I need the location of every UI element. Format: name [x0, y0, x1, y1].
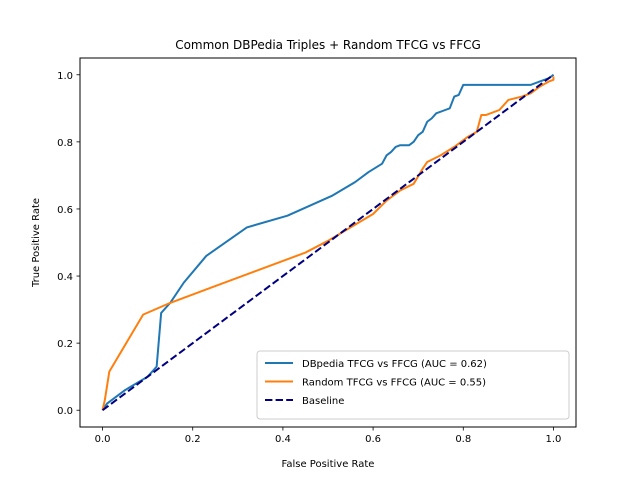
- plot-area: [101, 73, 555, 412]
- x-tick-label: 1.0: [546, 434, 562, 445]
- y-tick-label: 0.2: [57, 339, 73, 350]
- series-line-2: [101, 73, 555, 412]
- x-axis-label: False Positive Rate: [282, 459, 375, 470]
- x-tick-label: 0.6: [365, 434, 381, 445]
- axes-frame: [79, 57, 577, 428]
- legend-label-1: Random TFCG vs FFCG (AUC = 0.55): [302, 378, 486, 389]
- x-tick-label: 0.2: [185, 434, 201, 445]
- chart-title: Common DBPedia Triples + Random TFCG vs …: [175, 38, 481, 52]
- x-tick-label: 0.4: [275, 434, 291, 445]
- y-tick-label: 0.8: [57, 138, 73, 149]
- legend-box: [256, 350, 570, 420]
- axis-ticks: 0.0 0.2 0.4 0.6 0.8 1.0 0.0 0.2 0.4 0.6 0.8 1.0: [57, 71, 561, 445]
- y-tick-label: 0.6: [57, 205, 73, 216]
- x-tick-label: 0.8: [455, 434, 471, 445]
- legend-label-2: Baseline: [302, 396, 344, 407]
- x-tick-label: 0.0: [95, 434, 111, 445]
- y-tick-label: 0.0: [57, 406, 73, 417]
- y-tick-label: 0.4: [57, 272, 73, 283]
- series-line-0: [101, 73, 555, 411]
- y-axis-label: True Positive Rate: [31, 198, 42, 288]
- y-tick-label: 1.0: [57, 71, 73, 82]
- legend-label-0: DBpedia TFCG vs FFCG (AUC = 0.62): [302, 359, 487, 370]
- legend: DBpedia TFCG vs FFCG (AUC = 0.62) Random …: [256, 350, 570, 420]
